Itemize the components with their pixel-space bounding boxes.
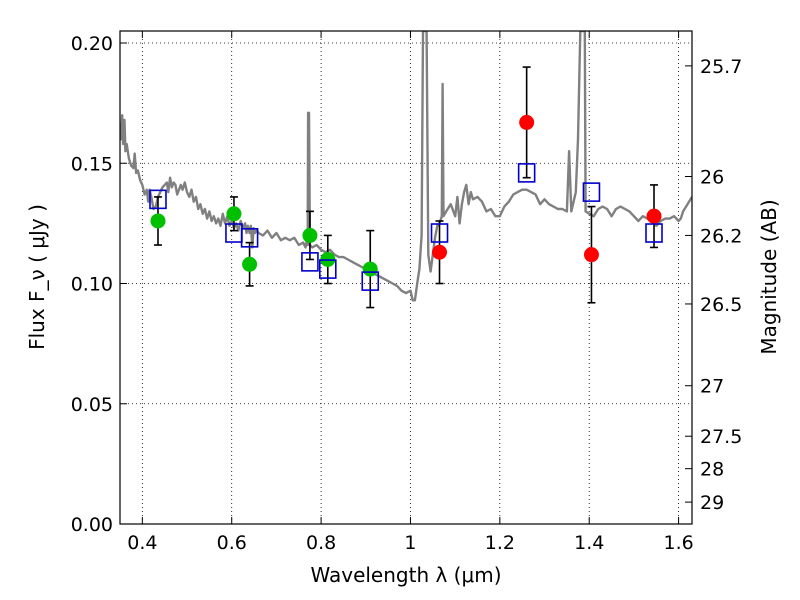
model-flux-square xyxy=(361,271,380,291)
model-flux-square xyxy=(318,259,337,279)
red-photometry-point xyxy=(646,208,662,224)
plot-frame xyxy=(119,30,693,525)
right-tick-label: 27.5 xyxy=(700,426,742,448)
green-photometry-point xyxy=(242,256,258,272)
model-flux-square xyxy=(517,163,536,183)
right-tick-label: 27 xyxy=(700,376,724,398)
y-axis-label: Flux F_ν ( μJy ) xyxy=(25,204,49,350)
red-photometry-point xyxy=(583,247,599,263)
right-tick-label: 28 xyxy=(700,459,724,481)
green-photometry-point xyxy=(226,206,242,222)
x-tick-label: 0.4 xyxy=(127,532,157,554)
model-flux-square xyxy=(149,189,167,210)
right-tick-label: 26.5 xyxy=(700,294,742,316)
y-tick-label: 0.20 xyxy=(71,33,113,55)
y-tick-label: 0.05 xyxy=(71,394,113,416)
right-tick-label: 26.2 xyxy=(700,225,742,247)
x-tick-label: 1 xyxy=(404,532,416,554)
x-tick-label: 1.4 xyxy=(574,532,604,554)
x-tick-label: 1.6 xyxy=(663,532,693,554)
right-tick-label: 26 xyxy=(700,166,724,188)
y-tick-label: 0.10 xyxy=(71,274,113,296)
green-photometry-point xyxy=(362,261,378,277)
model-flux-square xyxy=(240,228,259,248)
model-flux-square xyxy=(645,223,663,243)
green-photometry-point xyxy=(302,227,318,243)
y-tick-label: 0.00 xyxy=(71,514,113,536)
x-tick-label: 0.6 xyxy=(217,532,247,554)
data-markers xyxy=(149,66,663,309)
model-flux-square xyxy=(301,252,319,272)
right-tick-label: 25.7 xyxy=(700,56,742,78)
model-flux-square xyxy=(582,182,601,202)
x-tick-label: 0.8 xyxy=(306,532,336,554)
x-tick-label: 1.2 xyxy=(485,532,515,554)
red-photometry-point xyxy=(519,114,535,130)
axis-ticks: 0.4 0.6 0.8 1 1.2 1.4 1.6 0.00 0.05 0.10 0.15 0.20 2… xyxy=(71,31,742,554)
red-photometry-point xyxy=(432,244,448,260)
right-axis-label: Magnitude (AB) xyxy=(757,199,781,354)
grid-lines xyxy=(120,31,692,525)
y-tick-label: 0.15 xyxy=(71,153,113,175)
x-axis-label: Wavelength λ (μm) xyxy=(310,563,501,587)
green-photometry-point xyxy=(150,213,166,229)
right-tick-label: 29 xyxy=(700,492,724,514)
model-spectrum-line xyxy=(120,31,692,302)
model-flux-square xyxy=(430,223,449,243)
